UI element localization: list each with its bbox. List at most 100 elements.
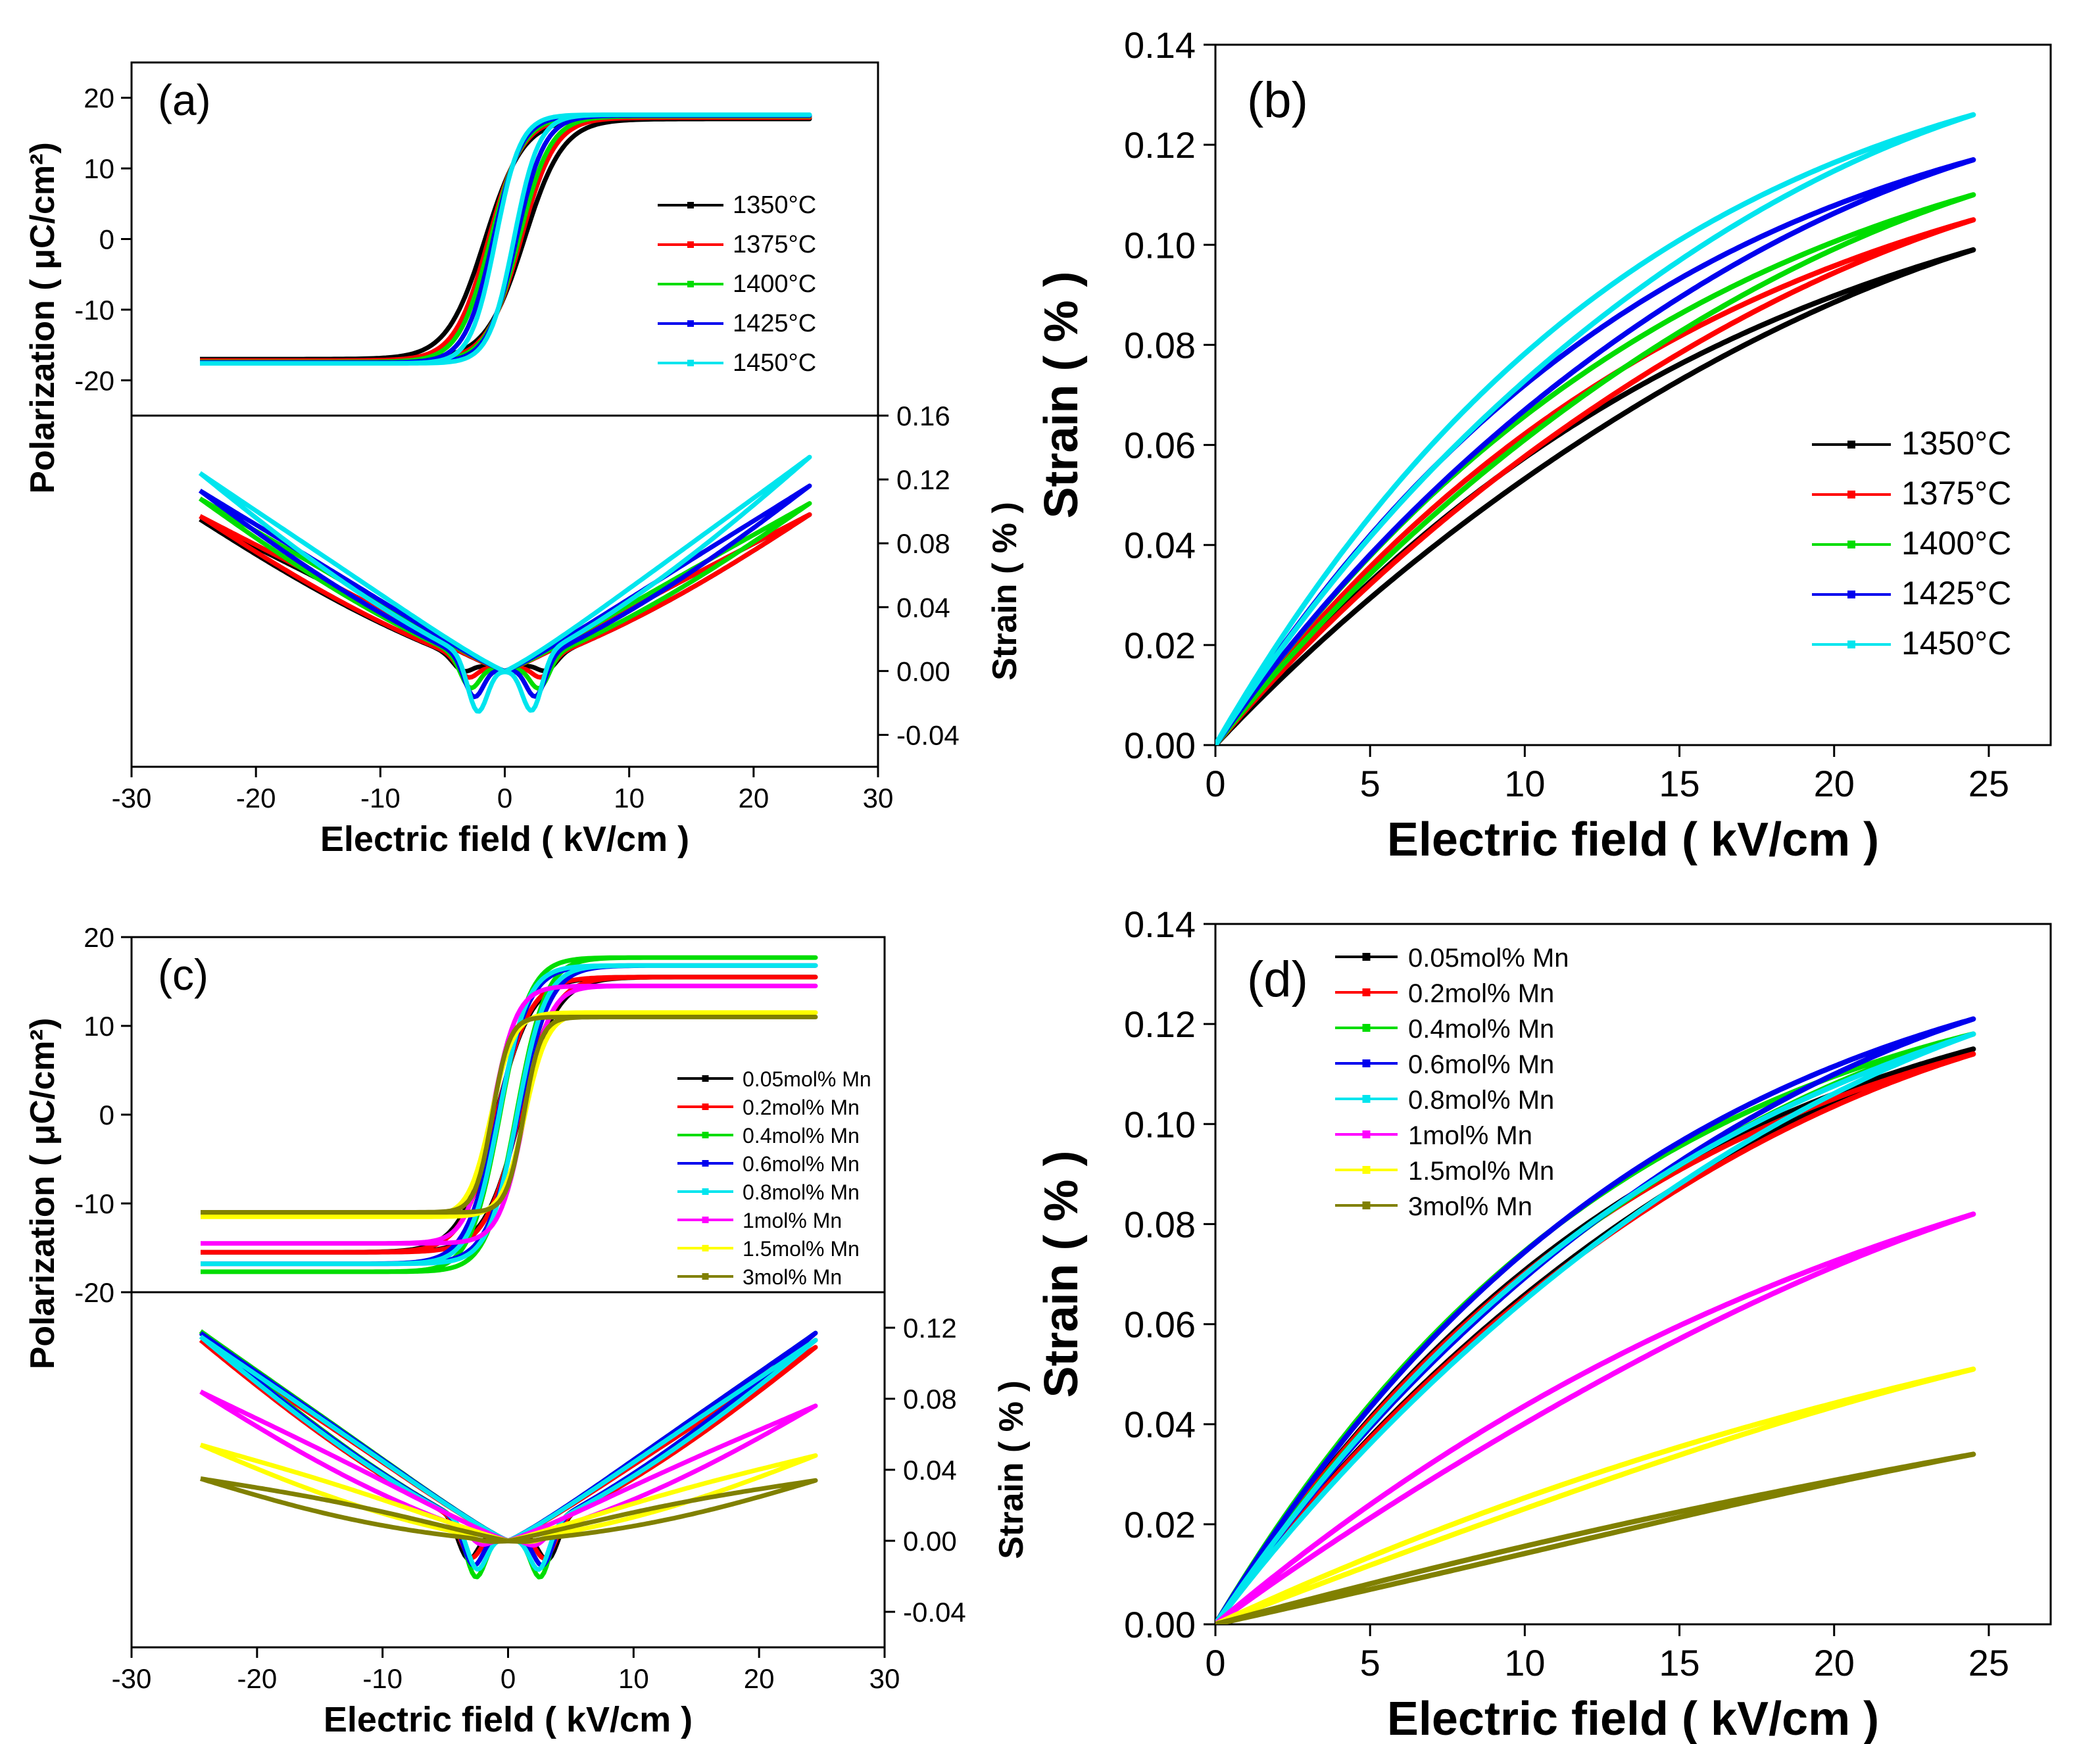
- x-tick-label: -30: [112, 783, 152, 813]
- y-tick-label: 0.12: [1124, 124, 1196, 166]
- x-tick-label: 0: [1205, 1642, 1225, 1683]
- y2-tick-label: -0.04: [896, 719, 960, 750]
- plot-frame: [1214, 923, 2052, 1626]
- y-tick-label: 0.00: [1124, 1604, 1196, 1645]
- y-tick-label: 0.04: [1124, 525, 1196, 566]
- legend-marker: [1362, 988, 1371, 996]
- y-tick-label: 20: [84, 83, 114, 114]
- legend-marker: [702, 1273, 709, 1280]
- x-tick-label: 25: [1968, 1642, 2009, 1683]
- x-tick-label: 10: [1504, 763, 1545, 804]
- polarization-series-line: [201, 975, 818, 1255]
- legend-label: 1400°C: [1901, 525, 2011, 562]
- panel-label: (c): [158, 950, 208, 999]
- y-tick-label: 0.14: [1124, 904, 1196, 945]
- x-tick-label: 30: [869, 1663, 900, 1694]
- legend-label: 0.4mol% Mn: [743, 1124, 860, 1148]
- legend-marker: [687, 202, 694, 208]
- y2-axis-title: Strain ( % ): [992, 1380, 1031, 1559]
- x-tick-label: 20: [1814, 1642, 1855, 1683]
- x-tick-label: 20: [744, 1663, 775, 1694]
- legend-marker: [687, 281, 694, 287]
- legend-marker: [687, 320, 694, 327]
- x-axis-title: Electric field ( kV/cm ): [1387, 813, 1879, 866]
- x-tick-label: 10: [618, 1663, 649, 1694]
- legend-label: 1.5mol% Mn: [743, 1237, 860, 1261]
- strain-series-line: [198, 483, 812, 700]
- legend-label: 1375°C: [1901, 475, 2011, 512]
- polarization-series-line: [201, 1015, 818, 1215]
- legend-marker: [1362, 1024, 1371, 1032]
- legend-label: 0.4mol% Mn: [1408, 1015, 1554, 1044]
- panel-a: -30 -20 -10 0 10 20 30 -20 -10 0 10 20 -0.04 0.00 0.04…: [24, 61, 1024, 859]
- x-tick-label: 25: [1968, 763, 2009, 804]
- legend-marker: [702, 1132, 709, 1138]
- x-axis-title: Electric field ( kV/cm ): [1387, 1693, 1879, 1744]
- legend-marker: [1362, 1059, 1371, 1067]
- legend-label: 0.05mol% Mn: [743, 1067, 871, 1091]
- y-tick-label: 0.06: [1124, 425, 1196, 466]
- y-axis-title: Strain ( % ): [1035, 1150, 1088, 1397]
- panel-label: (b): [1247, 72, 1308, 128]
- y-tick-label: -20: [74, 365, 114, 396]
- strain-series-line: [199, 1442, 818, 1544]
- polarization-series-line: [201, 983, 818, 1246]
- x-tick-label: -20: [237, 1663, 277, 1694]
- legend-marker: [702, 1075, 709, 1082]
- legend-label: 1425°C: [1901, 575, 2011, 612]
- y-tick-label: 0.10: [1124, 224, 1196, 266]
- strain-series-line: [1215, 112, 1976, 745]
- legend-label: 1350°C: [1901, 425, 2011, 462]
- legend: 0.05mol% Mn 0.2mol% Mn 0.4mol% Mn 0.6mol% M…: [677, 1067, 871, 1289]
- polarization-series-line: [201, 955, 818, 1274]
- y-tick-label: 0.14: [1124, 24, 1196, 66]
- legend-marker: [1362, 953, 1371, 961]
- legend-marker: [1362, 1166, 1371, 1174]
- y-axis-title: Polarization ( μC/cm²): [24, 1018, 62, 1370]
- x-tick-label: 0: [497, 783, 512, 813]
- strain-series-line: [199, 1334, 818, 1572]
- y2-tick-label: 0.00: [896, 656, 950, 687]
- y-tick-label: 0.06: [1124, 1304, 1196, 1345]
- y2-axis-title: Strain ( % ): [986, 502, 1024, 681]
- y2-tick-label: 0.04: [896, 592, 950, 623]
- legend: 1350°C 1375°C 1400°C 1425°C 1450°C: [1812, 425, 2011, 662]
- legend-marker: [702, 1217, 709, 1223]
- legend-label: 1450°C: [1901, 625, 2011, 662]
- y-tick-label: 10: [84, 1011, 114, 1042]
- legend-marker: [1362, 1201, 1371, 1209]
- x-tick-label: 15: [1659, 763, 1699, 804]
- y-tick-label: -20: [74, 1277, 114, 1308]
- y-tick-label: 10: [84, 153, 114, 184]
- y-tick-label: 0.00: [1124, 725, 1196, 766]
- legend-label: 0.8mol% Mn: [1408, 1086, 1554, 1115]
- y2-tick-label: 0.16: [896, 400, 950, 431]
- legend-label: 1375°C: [733, 231, 816, 258]
- legend-label: 0.2mol% Mn: [743, 1096, 860, 1119]
- polarization-series-line: [200, 112, 812, 366]
- panel-c: -30 -20 -10 0 10 20 30 -20 -10 0 10 20 -0.04 0.00 0.04…: [24, 922, 1031, 1739]
- polarization-series-line: [201, 963, 818, 1267]
- y-tick-label: -10: [74, 1188, 114, 1219]
- x-tick-label: -10: [360, 783, 401, 813]
- legend-label: 1mol% Mn: [1408, 1121, 1532, 1150]
- strain-series-line: [198, 454, 812, 714]
- legend-label: 1350°C: [733, 191, 816, 219]
- legend-label: 1400°C: [733, 270, 816, 298]
- strain-curves: [199, 1329, 818, 1580]
- y-tick-label: 0.10: [1124, 1103, 1196, 1145]
- x-tick-label: 0: [501, 1663, 516, 1694]
- y2-tick-label: 0.08: [896, 528, 950, 559]
- legend-label: 0.6mol% Mn: [743, 1152, 860, 1176]
- y-tick-label: 0.08: [1124, 1203, 1196, 1245]
- strain-curves: [198, 454, 812, 714]
- x-tick-label: -10: [362, 1663, 403, 1694]
- legend-marker: [702, 1245, 709, 1251]
- x-tick-label: 0: [1205, 763, 1225, 804]
- strain-series-line: [1215, 1451, 1976, 1624]
- legend-label: 1425°C: [733, 310, 816, 337]
- x-tick-label: 5: [1360, 763, 1380, 804]
- y-tick-label: 20: [84, 922, 114, 953]
- strain-curves: [1215, 112, 1976, 745]
